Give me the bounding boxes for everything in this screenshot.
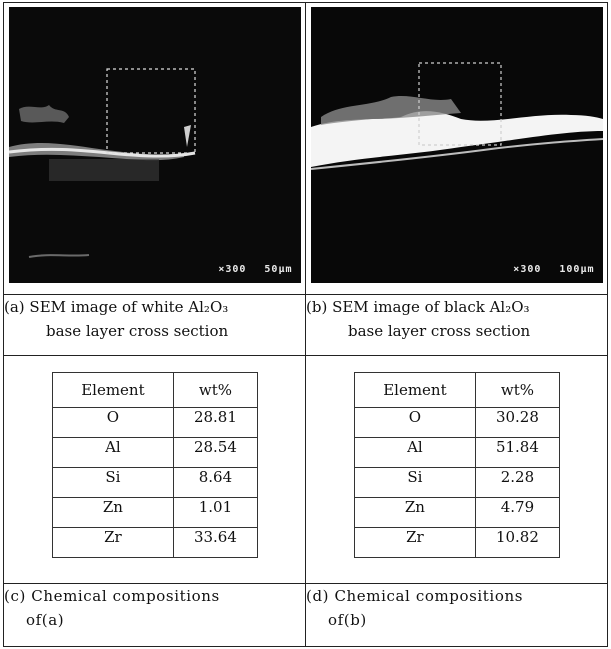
wt-cell: 33.64 <box>173 526 258 558</box>
table-row: Si 8.64 <box>51 466 258 498</box>
table-d-header-element: Element <box>353 371 477 408</box>
caption-c-line2: of(a) <box>26 611 65 630</box>
table-c-cell: Element wt% O 28.81 Al 28.54 Si 8.64 Zn 1.01… <box>3 354 306 585</box>
caption-d-line2: of(b) <box>328 611 367 630</box>
table-c-header-wt: wt% <box>173 371 258 408</box>
panel-b-image-cell: ×300 100μm <box>305 1 608 296</box>
wt-cell: 28.81 <box>173 406 258 438</box>
panel-a-image-cell: ×300 50μm <box>3 1 306 296</box>
wt-cell: 4.79 <box>475 496 560 528</box>
caption-a-line2: base layer cross section <box>46 322 229 341</box>
table-row: Zn 4.79 <box>353 496 560 528</box>
scale-label-b: ×300 100μm <box>513 264 595 275</box>
element-cell: Si <box>51 466 175 498</box>
caption-c-line1: (c) Chemical compositions <box>4 587 220 606</box>
caption-b-line1: (b) SEM image of black Al₂O₃ <box>306 298 530 317</box>
table-row: O 30.28 <box>353 406 560 438</box>
table-row: Zn 1.01 <box>51 496 258 528</box>
element-cell: O <box>353 406 477 438</box>
table-row: Zr 33.64 <box>51 526 258 558</box>
caption-d-line1: (d) Chemical compositions <box>306 587 524 606</box>
element-cell: O <box>51 406 175 438</box>
caption-a-line1: (a) SEM image of white Al₂O₃ <box>4 298 229 317</box>
caption-b: (b) SEM image of black Al₂O₃ base layer … <box>305 294 608 356</box>
caption-b-line2: base layer cross section <box>348 322 531 341</box>
element-cell: Al <box>353 436 477 468</box>
wt-cell: 10.82 <box>475 526 560 558</box>
scale-label-a: ×300 50μm <box>218 264 293 275</box>
table-row: Si 2.28 <box>353 466 560 498</box>
composition-table-d: Element wt% O 30.28 Al 51.84 Si 2.28 Zn 4.79… <box>353 371 560 558</box>
wt-cell: 28.54 <box>173 436 258 468</box>
wt-cell: 1.01 <box>173 496 258 528</box>
element-cell: Al <box>51 436 175 468</box>
element-cell: Zn <box>353 496 477 528</box>
wt-cell: 8.64 <box>173 466 258 498</box>
table-row: Al 51.84 <box>353 436 560 468</box>
table-d-cell: Element wt% O 30.28 Al 51.84 Si 2.28 Zn 4.79… <box>305 354 608 585</box>
sem-image-b: ×300 100μm <box>310 7 603 283</box>
caption-a: (a) SEM image of white Al₂O₃ base layer … <box>3 294 306 356</box>
wt-cell: 51.84 <box>475 436 560 468</box>
figure: ×300 50μm ×300 100μm (a) SEM image of w <box>3 1 608 647</box>
caption-c: (c) Chemical compositions of(a) <box>3 583 306 647</box>
table-c-header-element: Element <box>51 371 175 408</box>
element-cell: Zn <box>51 496 175 528</box>
element-cell: Zr <box>353 526 477 558</box>
sem-image-a: ×300 50μm <box>8 7 301 283</box>
table-row: Zr 10.82 <box>353 526 560 558</box>
table-row: O 28.81 <box>51 406 258 438</box>
wt-cell: 30.28 <box>475 406 560 438</box>
figure-grid: ×300 50μm ×300 100μm (a) SEM image of w <box>3 1 608 647</box>
element-cell: Si <box>353 466 477 498</box>
element-cell: Zr <box>51 526 175 558</box>
caption-d: (d) Chemical compositions of(b) <box>305 583 608 647</box>
table-d-header-wt: wt% <box>475 371 560 408</box>
wt-cell: 2.28 <box>475 466 560 498</box>
table-row: Al 28.54 <box>51 436 258 468</box>
composition-table-c: Element wt% O 28.81 Al 28.54 Si 8.64 Zn 1.01… <box>51 371 258 558</box>
